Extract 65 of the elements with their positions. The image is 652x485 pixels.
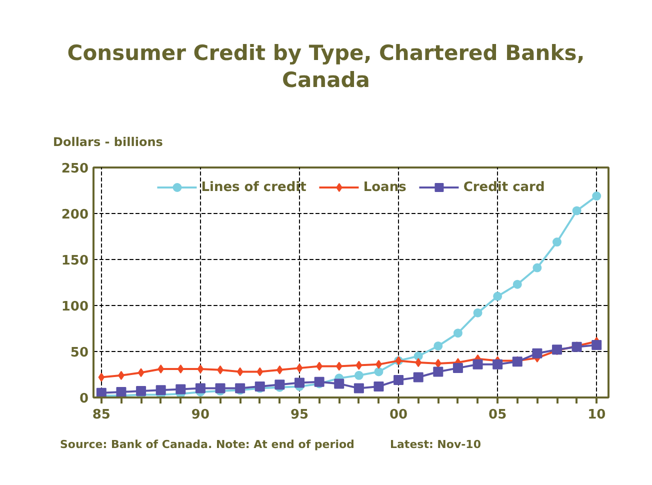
- point: [116, 386, 126, 397]
- chart-title: Consumer Credit by Type, Chartered Banks, Canada: [67, 40, 585, 94]
- point: [433, 366, 444, 377]
- point: [314, 376, 324, 387]
- x-tick-label: 00: [389, 408, 408, 422]
- point: [294, 378, 304, 388]
- point: [434, 358, 442, 368]
- point: [374, 367, 384, 376]
- point: [96, 388, 106, 398]
- point: [452, 363, 463, 374]
- point: [176, 384, 186, 394]
- legend-label: Credit card: [463, 180, 545, 194]
- point: [354, 383, 364, 394]
- point: [197, 364, 204, 374]
- point: [356, 360, 362, 370]
- point: [138, 368, 144, 378]
- point: [374, 381, 384, 392]
- y-tick-label: 150: [61, 254, 89, 268]
- x-tick-label: 85: [92, 408, 110, 422]
- legend-label: Lines of credit: [201, 180, 306, 194]
- point: [473, 308, 482, 318]
- point: [552, 238, 562, 247]
- y-tick-label: 50: [70, 346, 89, 360]
- y-tick-label: 250: [61, 162, 89, 176]
- point: [592, 192, 602, 201]
- y-axis-title: Dollars - billions: [53, 134, 163, 151]
- y-tick-label: 200: [61, 208, 89, 222]
- point: [413, 372, 424, 382]
- x-tick-label: 95: [290, 408, 309, 422]
- point: [98, 372, 105, 382]
- point: [453, 328, 462, 338]
- point: [195, 383, 206, 394]
- point: [493, 292, 502, 301]
- point: [296, 364, 303, 373]
- point: [415, 358, 422, 368]
- point: [414, 352, 423, 361]
- point: [236, 367, 244, 376]
- x-tick-label: 90: [191, 408, 210, 422]
- point: [592, 340, 602, 350]
- point: [336, 362, 342, 371]
- point: [235, 383, 246, 394]
- point: [334, 378, 344, 389]
- legend-label: Loans: [363, 180, 406, 194]
- text: Latest: Nov-10: [390, 437, 481, 453]
- source-note: Source: Bank of Canada. Note: At end of period: [60, 437, 354, 453]
- y-tick-label: 100: [61, 300, 89, 314]
- point: [254, 381, 265, 392]
- point: [215, 383, 226, 394]
- point: [256, 367, 264, 376]
- x-tick-label: 10: [588, 408, 606, 422]
- point: [532, 263, 542, 272]
- y-tick-label: 0: [79, 392, 88, 406]
- point: [434, 341, 443, 350]
- point: [177, 364, 184, 374]
- point: [158, 364, 164, 374]
- point: [394, 375, 404, 386]
- point: [274, 380, 285, 390]
- point: [354, 370, 364, 380]
- point: [492, 359, 503, 370]
- point: [572, 206, 582, 216]
- point: [156, 385, 166, 396]
- x-tick-label: 05: [488, 408, 507, 422]
- point: [472, 359, 483, 370]
- point: [532, 348, 542, 358]
- point: [512, 280, 522, 289]
